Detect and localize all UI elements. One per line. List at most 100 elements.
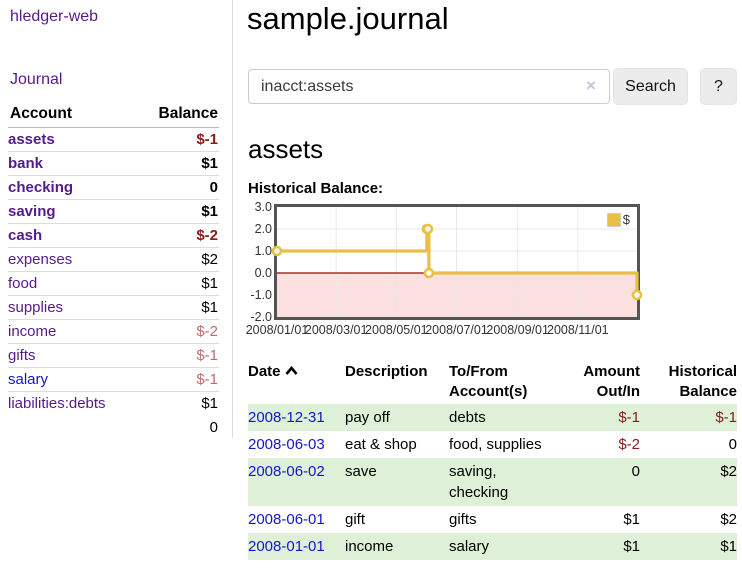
- register-date-cell: 2008-06-03: [248, 431, 345, 458]
- account-heading: assets: [248, 134, 324, 164]
- account-balance: $1: [136, 391, 219, 415]
- account-link[interactable]: assets: [8, 131, 55, 148]
- account-link[interactable]: salary: [8, 371, 49, 388]
- register-row: 2008-12-31 pay off debts $-1 $-1: [248, 404, 737, 431]
- accounts-header-balance: Balance: [136, 102, 219, 128]
- register-amount-cell: $1: [623, 538, 640, 555]
- register-description-cell: income: [345, 538, 394, 555]
- clear-search-icon[interactable]: ×: [586, 76, 596, 95]
- y-axis-tick-label: 3.0: [254, 200, 272, 214]
- transaction-date-link[interactable]: 2008-06-02: [248, 463, 325, 480]
- sidebar: hledger-web Journal Account Balance asse…: [0, 0, 233, 438]
- legend-label: $: [622, 212, 630, 227]
- register-balance-cell: $1: [720, 538, 737, 555]
- transaction-date-link[interactable]: 2008-01-01: [248, 538, 325, 555]
- register-accounts-cell: salary: [449, 538, 490, 555]
- register-description-cell: pay off: [345, 409, 390, 426]
- register-header-balance: Historical Balance: [668, 363, 737, 400]
- y-axis-tick-label: 1.0: [254, 244, 272, 258]
- register-header-row: Date Description To/From Account(s) Amou…: [248, 360, 737, 404]
- chart-plot[interactable]: $: [271, 204, 643, 320]
- chart-legend: $: [605, 211, 631, 228]
- help-button[interactable]: ?: [700, 68, 737, 105]
- transaction-date-link[interactable]: 2008-12-31: [248, 409, 325, 426]
- legend-swatch-icon: [606, 212, 621, 227]
- brand-link[interactable]: hledger-web: [10, 8, 99, 25]
- search-button[interactable]: Search: [613, 68, 688, 105]
- account-balance: $1: [136, 271, 219, 296]
- account-link[interactable]: income: [8, 323, 57, 340]
- account-link[interactable]: expenses: [8, 251, 73, 268]
- account-link[interactable]: bank: [8, 155, 44, 172]
- y-axis-tick-label: -2.0: [250, 310, 272, 324]
- register-row: 2008-06-02 save saving, checking 0 $2: [248, 458, 737, 506]
- register-header-amount: Amount Out/In: [583, 363, 640, 400]
- account-row: liabilities:debts $1: [8, 391, 219, 415]
- account-balance: $-1: [136, 343, 219, 368]
- search-input[interactable]: [248, 69, 610, 104]
- y-axis-tick-label: 2.0: [254, 222, 272, 236]
- x-axis-tick-label: 2008/01/01: [245, 323, 309, 337]
- register-header-description: Description: [345, 363, 428, 380]
- register-accounts-cell: saving, checking: [449, 463, 509, 501]
- register-description-cell: eat & shop: [345, 436, 417, 453]
- register-balance-cell: 0: [728, 436, 737, 453]
- register-date-cell: 2008-06-01: [248, 506, 345, 533]
- historical-balance-chart: 3.0 2.0 1.0 0.0 -1.0 -2.0 $ 2008/01/01 2008/03…: [245, 200, 742, 358]
- account-balance: $-2: [136, 223, 219, 248]
- register-date-cell: 2008-01-01: [248, 533, 345, 560]
- transaction-date-link[interactable]: 2008-06-01: [248, 511, 325, 528]
- register-accounts-cell: debts: [449, 409, 486, 426]
- account-row: cash $-2: [8, 223, 219, 248]
- x-axis-tick-label: 2008/07/01: [425, 323, 488, 337]
- register-amount-cell: 0: [631, 463, 640, 480]
- register-balance-cell: $-1: [715, 409, 737, 426]
- accounts-total-value: 0: [209, 419, 218, 436]
- chart-heading: Historical Balance:: [248, 180, 384, 197]
- account-row: gifts $-1: [8, 343, 219, 368]
- account-link[interactable]: supplies: [8, 299, 64, 316]
- register-accounts-cell: gifts: [449, 511, 477, 528]
- x-axis-tick-label: 2008/05/01: [365, 323, 428, 337]
- account-row: bank $1: [8, 151, 219, 176]
- register-accounts-cell: food, supplies: [449, 436, 542, 453]
- register-date-cell: 2008-12-31: [248, 404, 345, 431]
- register-row: 2008-06-03 eat & shop food, supplies $-2 0: [248, 431, 737, 458]
- account-link[interactable]: saving: [8, 203, 56, 220]
- account-row: checking 0: [8, 175, 219, 200]
- x-axis-tick-label: 2008/09/01: [486, 323, 549, 337]
- register-balance-cell: $2: [720, 463, 737, 480]
- accounts-header-account: Account: [8, 102, 137, 128]
- page-title: sample.journal: [247, 1, 449, 36]
- account-link[interactable]: cash: [8, 227, 43, 244]
- account-link[interactable]: liabilities:debts: [8, 395, 106, 412]
- sort-ascending-icon: [285, 365, 298, 375]
- register-header-accounts: To/From Account(s): [449, 363, 528, 400]
- account-row: supplies $1: [8, 295, 219, 320]
- register-balance-cell: $2: [720, 511, 737, 528]
- register-amount-cell: $-2: [618, 436, 640, 453]
- account-link[interactable]: food: [8, 275, 38, 292]
- y-axis-tick-label: -1.0: [250, 288, 272, 302]
- account-row: income $-2: [8, 319, 219, 344]
- account-balance: $-1: [136, 367, 219, 392]
- account-balance: 0: [136, 175, 219, 200]
- account-link[interactable]: gifts: [8, 347, 36, 364]
- y-axis-tick-label: 0.0: [254, 266, 272, 280]
- account-row: salary $-1: [8, 367, 219, 392]
- register-description-cell: save: [345, 463, 377, 480]
- register-header-date[interactable]: Date: [248, 360, 345, 404]
- account-row: assets $-1: [8, 128, 219, 152]
- account-link[interactable]: checking: [8, 179, 74, 196]
- sidebar-item-journal[interactable]: Journal: [10, 71, 63, 88]
- transaction-date-link[interactable]: 2008-06-03: [248, 436, 325, 453]
- x-axis-tick-label: 2008/11/01: [546, 323, 609, 337]
- register-description-cell: gift: [345, 511, 366, 528]
- account-balance: $1: [136, 151, 219, 176]
- register-row: 2008-01-01 income salary $1 $1: [248, 533, 737, 560]
- register-date-cell: 2008-06-02: [248, 458, 345, 506]
- account-balance: $1: [136, 295, 219, 320]
- account-row: expenses $2: [8, 247, 219, 272]
- account-row: saving $1: [8, 199, 219, 224]
